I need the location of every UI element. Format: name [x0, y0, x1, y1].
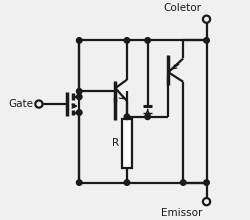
Text: Emissor: Emissor [161, 208, 202, 218]
Circle shape [35, 101, 43, 108]
Circle shape [204, 38, 209, 43]
Circle shape [124, 180, 130, 185]
Circle shape [145, 114, 150, 119]
Circle shape [124, 38, 130, 43]
Circle shape [76, 94, 82, 100]
Circle shape [204, 180, 209, 185]
Circle shape [203, 198, 210, 205]
Circle shape [124, 114, 130, 119]
Bar [122, 119, 132, 168]
Circle shape [145, 38, 150, 43]
Circle shape [180, 180, 186, 185]
Text: Gate: Gate [8, 99, 34, 109]
Text: R: R [112, 138, 119, 148]
Circle shape [76, 110, 82, 115]
Circle shape [76, 89, 82, 94]
Text: Coletor: Coletor [163, 3, 201, 13]
Circle shape [76, 180, 82, 185]
Circle shape [203, 16, 210, 23]
Circle shape [76, 38, 82, 43]
